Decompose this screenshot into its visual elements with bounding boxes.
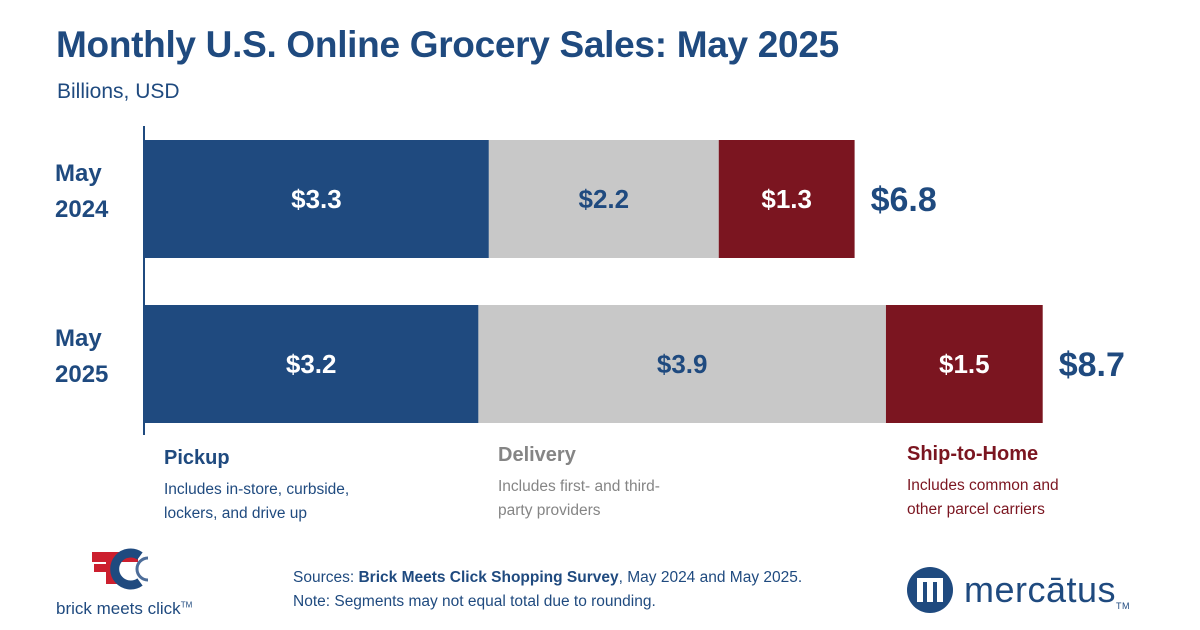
legend-desc-line: Includes common and	[907, 477, 1059, 494]
bar-segment-pickup	[144, 305, 479, 423]
mercatus-logo: mercātusTM	[906, 566, 1130, 614]
category-label: May	[55, 325, 102, 352]
bar-segment-ship-to-home	[885, 305, 1043, 423]
mercatus-wordmark: mercātusTM	[964, 569, 1131, 611]
bar-segment-ship-to-home	[718, 140, 855, 258]
brick-meets-click-logo: brick meets clickTM	[56, 548, 192, 619]
bmc-wordmark: brick meets clickTM	[56, 599, 193, 618]
bar-value-label: $3.3	[291, 184, 342, 214]
bmc-logo-icon	[92, 548, 149, 590]
bar-segment-delivery	[488, 140, 719, 258]
sources-line: Sources: Brick Meets Click Shopping Surv…	[293, 569, 803, 586]
total-label: $8.7	[1059, 346, 1125, 384]
bar-segment-pickup	[144, 140, 489, 258]
category-label: 2024	[55, 196, 109, 223]
legend-name: Pickup	[164, 447, 230, 469]
footer-sources: Sources: Brick Meets Click Shopping Surv…	[293, 566, 802, 614]
bar-segment-delivery	[478, 305, 886, 423]
legend-name: Ship-to-Home	[907, 443, 1039, 465]
legend-ship-to-home: Ship-to-Home Includes common and other p…	[907, 443, 1059, 522]
bar-value-label: $1.5	[939, 349, 990, 379]
chart-subtitle: Billions, USD	[57, 80, 180, 103]
category-label: May	[55, 160, 102, 187]
bar-value-label: $3.2	[286, 349, 337, 379]
legend-desc-line: other parcel carriers	[907, 501, 1045, 518]
total-label: $6.8	[871, 181, 937, 219]
legend-pickup: Pickup Includes in-store, curbside, lock…	[164, 447, 349, 526]
legend-name: Delivery	[498, 444, 576, 466]
legend-desc-line: Includes in-store, curbside,	[164, 481, 350, 498]
category-label: 2025	[55, 361, 108, 388]
chart-title: Monthly U.S. Online Grocery Sales: May 2…	[56, 24, 839, 65]
bar-value-label: $3.9	[657, 349, 708, 379]
legend-desc-line: Includes first- and third-	[498, 478, 660, 495]
bar-value-label: $2.2	[578, 184, 629, 214]
legend-delivery: Delivery Includes first- and third- part…	[498, 444, 660, 523]
bar-value-label: $1.3	[761, 184, 812, 214]
legend-desc-line: party providers	[498, 502, 601, 519]
note-line: Note: Segments may not equal total due t…	[293, 593, 656, 610]
mercatus-logo-icon	[907, 567, 953, 613]
legend-desc-line: lockers, and drive up	[164, 505, 308, 522]
